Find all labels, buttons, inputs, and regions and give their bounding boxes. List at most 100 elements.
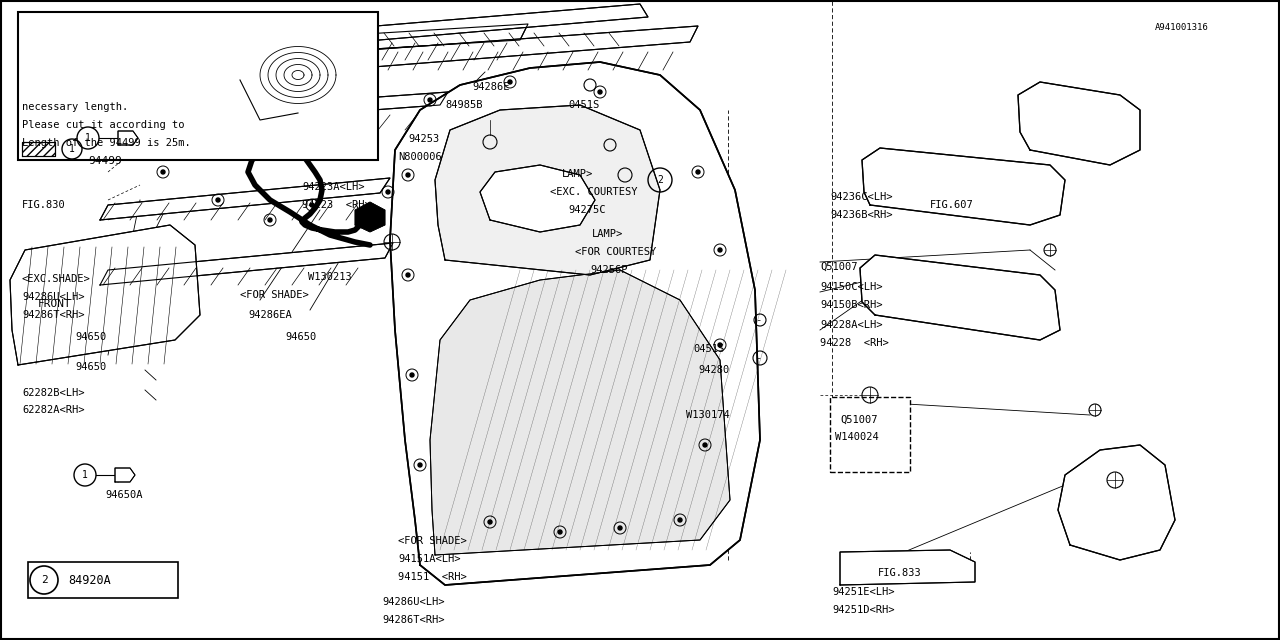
- Text: Q51007: Q51007: [840, 415, 878, 425]
- Text: FRONT: FRONT: [38, 299, 72, 309]
- Circle shape: [419, 463, 422, 467]
- Polygon shape: [1018, 82, 1140, 165]
- Text: 94280: 94280: [698, 365, 730, 375]
- Text: 94236B<RH>: 94236B<RH>: [829, 210, 892, 220]
- Text: LAMP>: LAMP>: [591, 229, 623, 239]
- Text: 94650: 94650: [76, 332, 106, 342]
- Circle shape: [310, 203, 314, 207]
- Text: 94286U<LH>: 94286U<LH>: [22, 292, 84, 302]
- Text: FIG.833: FIG.833: [878, 568, 922, 578]
- Text: LAMP>: LAMP>: [562, 169, 593, 179]
- Text: 94223  <RH>: 94223 <RH>: [302, 200, 371, 210]
- Text: 94236C<LH>: 94236C<LH>: [829, 192, 892, 202]
- Bar: [829, 397, 910, 472]
- Text: 84920A: 84920A: [68, 573, 111, 586]
- Circle shape: [216, 198, 220, 202]
- Text: 94150B<RH>: 94150B<RH>: [820, 300, 882, 310]
- Text: 94251E<LH>: 94251E<LH>: [832, 587, 895, 597]
- Circle shape: [508, 80, 512, 84]
- Bar: [28, 562, 178, 598]
- Text: 62282B<LH>: 62282B<LH>: [22, 388, 84, 398]
- Text: <FOR COURTESY: <FOR COURTESY: [575, 247, 657, 257]
- Text: <FOR SHADE>: <FOR SHADE>: [398, 536, 467, 546]
- Polygon shape: [840, 550, 975, 585]
- Text: 2: 2: [657, 175, 663, 185]
- Text: 94650: 94650: [76, 362, 106, 372]
- Polygon shape: [115, 468, 134, 482]
- Circle shape: [488, 520, 492, 524]
- Text: 0451S: 0451S: [568, 100, 599, 110]
- Polygon shape: [100, 243, 393, 285]
- Text: 94286T<RH>: 94286T<RH>: [381, 615, 444, 625]
- Text: W130213: W130213: [308, 272, 352, 282]
- Text: <FOR SHADE>: <FOR SHADE>: [241, 290, 308, 300]
- Polygon shape: [435, 105, 660, 275]
- Text: 1: 1: [82, 470, 88, 480]
- Polygon shape: [430, 270, 730, 555]
- Text: Q51007: Q51007: [820, 262, 858, 272]
- Text: 94650A: 94650A: [105, 490, 142, 500]
- Circle shape: [161, 170, 165, 174]
- Text: FIG.830: FIG.830: [22, 200, 65, 210]
- Text: 0451S: 0451S: [692, 344, 724, 354]
- Text: N800006: N800006: [398, 152, 442, 162]
- Polygon shape: [118, 131, 138, 145]
- Polygon shape: [1059, 445, 1175, 560]
- Text: 94253: 94253: [408, 134, 439, 144]
- Polygon shape: [195, 24, 529, 60]
- Circle shape: [598, 90, 602, 94]
- Text: 84985B: 84985B: [445, 100, 483, 110]
- Text: 94286U<LH>: 94286U<LH>: [381, 597, 444, 607]
- Text: 94275C: 94275C: [568, 205, 605, 215]
- Circle shape: [268, 218, 273, 222]
- Text: A941001316: A941001316: [1155, 23, 1208, 32]
- Polygon shape: [860, 255, 1060, 340]
- Text: W130174: W130174: [686, 410, 730, 420]
- Circle shape: [718, 248, 722, 252]
- Circle shape: [618, 526, 622, 530]
- Text: 94286EA: 94286EA: [248, 310, 292, 320]
- Text: 94228  <RH>: 94228 <RH>: [820, 338, 888, 348]
- Circle shape: [136, 136, 140, 140]
- Text: 94650: 94650: [285, 332, 316, 342]
- Circle shape: [678, 518, 682, 522]
- Text: 94499: 94499: [88, 156, 122, 166]
- Text: 94256P: 94256P: [590, 265, 627, 275]
- Polygon shape: [105, 92, 448, 130]
- Text: 94286E: 94286E: [472, 82, 509, 92]
- Circle shape: [428, 98, 433, 102]
- Circle shape: [703, 443, 707, 447]
- Circle shape: [696, 170, 700, 174]
- Text: necessary length.: necessary length.: [22, 102, 128, 112]
- Text: 1: 1: [84, 133, 91, 143]
- Circle shape: [387, 190, 390, 194]
- Text: 2: 2: [41, 575, 47, 585]
- Polygon shape: [390, 62, 760, 585]
- Text: 94151A<LH>: 94151A<LH>: [398, 554, 461, 564]
- Text: Length of the 94499 is 25m.: Length of the 94499 is 25m.: [22, 138, 191, 148]
- Text: 94151  <RH>: 94151 <RH>: [398, 572, 467, 582]
- Text: FIG.607: FIG.607: [931, 200, 974, 210]
- Polygon shape: [355, 202, 385, 232]
- Polygon shape: [100, 178, 390, 220]
- Text: <EXC.SHADE>: <EXC.SHADE>: [22, 274, 91, 284]
- Text: Please cut it according to: Please cut it according to: [22, 120, 184, 130]
- Text: 94228A<LH>: 94228A<LH>: [820, 320, 882, 330]
- Circle shape: [406, 273, 410, 277]
- Text: 94251D<RH>: 94251D<RH>: [832, 605, 895, 615]
- Polygon shape: [280, 4, 648, 48]
- Text: 94150C<LH>: 94150C<LH>: [820, 282, 882, 292]
- Text: 1: 1: [69, 144, 76, 154]
- Circle shape: [558, 530, 562, 534]
- Polygon shape: [480, 165, 595, 232]
- Circle shape: [410, 373, 413, 377]
- Text: 62282A<RH>: 62282A<RH>: [22, 405, 84, 415]
- Polygon shape: [335, 26, 698, 70]
- Circle shape: [406, 173, 410, 177]
- Text: <EXC. COURTESY: <EXC. COURTESY: [550, 187, 637, 197]
- Polygon shape: [861, 148, 1065, 225]
- Text: 94286T<RH>: 94286T<RH>: [22, 310, 84, 320]
- Text: 94223A<LH>: 94223A<LH>: [302, 182, 365, 192]
- Circle shape: [718, 343, 722, 347]
- Text: W140024: W140024: [835, 432, 879, 442]
